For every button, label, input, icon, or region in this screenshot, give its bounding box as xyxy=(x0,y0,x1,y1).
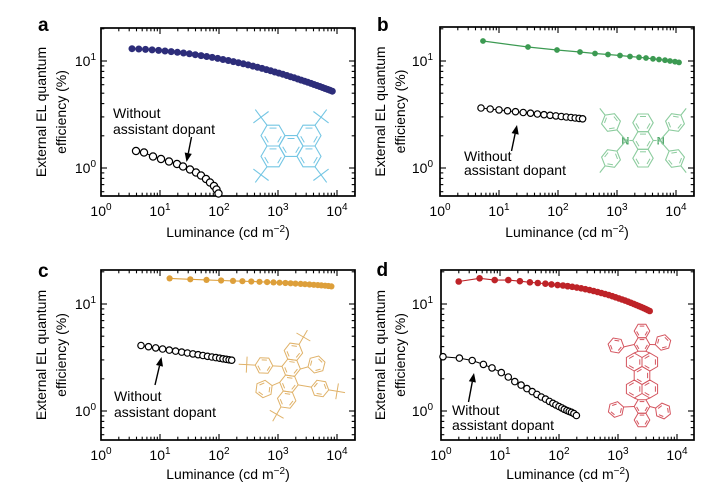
svg-text:Without: Without xyxy=(114,388,162,404)
svg-text:assistant dopant: assistant dopant xyxy=(464,162,566,178)
svg-text:d: d xyxy=(377,260,389,281)
svg-text:Without: Without xyxy=(452,402,500,418)
svg-text:External EL quantum: External EL quantum xyxy=(33,290,49,420)
svg-text:Luminance (cd m−2): Luminance (cd m−2) xyxy=(166,466,289,482)
svg-text:efficiency (%): efficiency (%) xyxy=(53,70,69,154)
svg-text:Luminance (cd m−2): Luminance (cd m−2) xyxy=(166,224,289,240)
svg-text:efficiency (%): efficiency (%) xyxy=(53,313,69,397)
svg-text:Luminance (cd m−2): Luminance (cd m−2) xyxy=(506,466,629,482)
svg-text:Without: Without xyxy=(113,105,161,121)
svg-text:efficiency (%): efficiency (%) xyxy=(392,70,408,154)
svg-text:assistant dopant: assistant dopant xyxy=(113,121,215,137)
svg-text:b: b xyxy=(377,15,389,36)
svg-text:Luminance (cd m−2): Luminance (cd m−2) xyxy=(505,224,628,240)
svg-text:a: a xyxy=(38,15,49,36)
svg-text:External EL quantum: External EL quantum xyxy=(372,290,388,420)
svg-text:c: c xyxy=(38,261,49,282)
svg-text:assistant dopant: assistant dopant xyxy=(114,404,216,420)
svg-text:External EL quantum: External EL quantum xyxy=(372,46,388,176)
svg-text:efficiency (%): efficiency (%) xyxy=(392,313,408,397)
svg-text:assistant dopant: assistant dopant xyxy=(452,417,554,433)
svg-text:External EL quantum: External EL quantum xyxy=(33,47,49,177)
